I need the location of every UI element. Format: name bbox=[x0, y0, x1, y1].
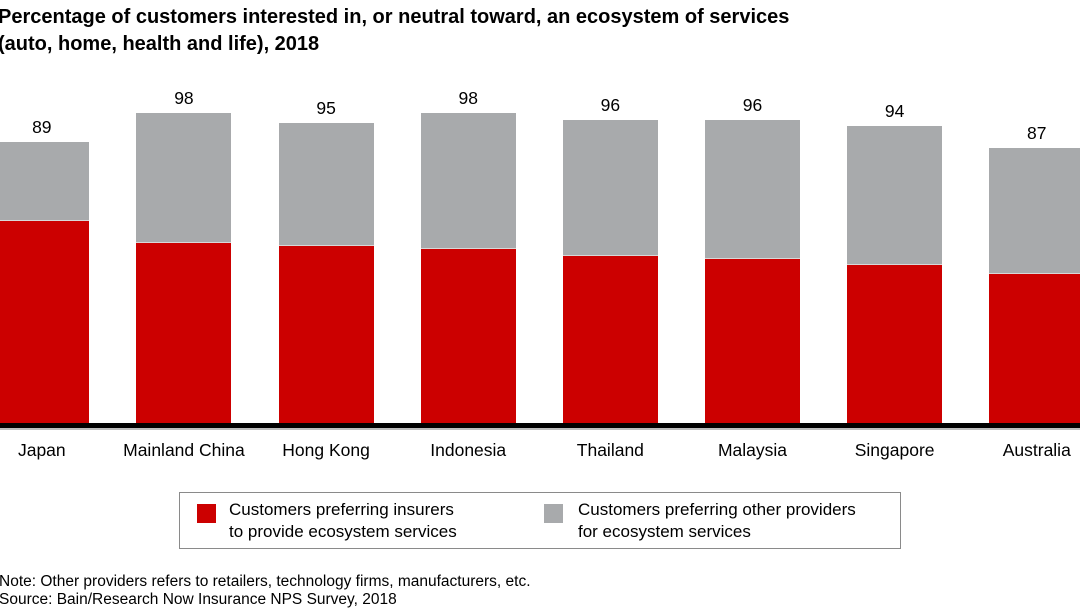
bar-indonesia-other-providers-segment bbox=[420, 113, 516, 250]
value-label-australia: 87 bbox=[1027, 123, 1047, 144]
axis-label-indonesia: Indonesia bbox=[430, 440, 507, 460]
chart-title: Percentage of customers interested in, o… bbox=[0, 4, 1018, 58]
bar-mainland-china-other-providers-segment bbox=[136, 113, 232, 243]
value-label-thailand: 96 bbox=[600, 94, 621, 115]
bar-singapore-insurers-segment bbox=[847, 265, 943, 423]
bar-thailand-insurers-segment bbox=[562, 255, 658, 423]
value-label-singapore: 94 bbox=[884, 100, 905, 121]
bar-thailand-other-providers-segment bbox=[562, 119, 658, 256]
bar-australia-insurers-segment bbox=[989, 274, 1080, 423]
bar-japan-insurers-segment bbox=[0, 220, 90, 423]
legend-swatch-other-providers bbox=[544, 504, 563, 523]
value-label-mainland-china: 98 bbox=[174, 88, 194, 109]
axis-label-thailand: Thailand bbox=[576, 440, 644, 460]
bar-hong-kong-other-providers-segment bbox=[278, 122, 374, 247]
axis-label-australia: Australia bbox=[1002, 440, 1071, 460]
source-text: Source: Bain/Research Now Insurance NPS … bbox=[0, 590, 397, 608]
bar-japan-other-providers-segment bbox=[0, 141, 90, 221]
x-axis-shadow-line bbox=[0, 428, 1080, 430]
axis-label-japan: Japan bbox=[17, 440, 66, 460]
footnotes: Note: Other providers refers to retailer… bbox=[0, 573, 531, 608]
bar-malaysia-insurers-segment bbox=[705, 258, 800, 423]
bar-malaysia-other-providers-segment bbox=[705, 119, 800, 259]
value-label-japan: 89 bbox=[32, 116, 52, 137]
axis-label-hong-kong: Hong Kong bbox=[282, 440, 370, 460]
chart-title-line2: (auto, home, health and life), 2018 bbox=[0, 33, 320, 55]
legend-swatch-insurers bbox=[197, 504, 216, 523]
x-axis-line bbox=[0, 423, 1080, 428]
chart-title-line1: Percentage of customers interested in, o… bbox=[0, 6, 790, 28]
axis-label-singapore: Singapore bbox=[854, 440, 935, 460]
note-text: Note: Other providers refers to retailer… bbox=[0, 573, 531, 590]
legend-label-insurers-line1: Customers preferring insurers bbox=[229, 500, 454, 519]
legend-label-other-providers-line1: Customers preferring other providers bbox=[578, 500, 856, 519]
legend-box: Customers preferring insurers to provide… bbox=[179, 492, 901, 549]
bar-hong-kong-insurers-segment bbox=[278, 246, 374, 423]
bar-mainland-china-insurers-segment bbox=[136, 242, 232, 423]
legend-label-other-providers: Customers preferring other providers for… bbox=[578, 499, 856, 543]
legend-label-insurers: Customers preferring insurers to provide… bbox=[229, 499, 457, 543]
bar-australia-other-providers-segment bbox=[989, 148, 1080, 275]
axis-label-malaysia: Malaysia bbox=[717, 440, 788, 460]
axis-label-mainland-china: Mainland China bbox=[123, 440, 245, 460]
bar-singapore-other-providers-segment bbox=[847, 125, 943, 265]
legend-label-insurers-line2: to provide ecosystem services bbox=[229, 522, 457, 541]
value-label-hong-kong: 95 bbox=[316, 97, 336, 118]
value-label-indonesia: 98 bbox=[458, 88, 478, 109]
value-label-malaysia: 96 bbox=[742, 94, 763, 115]
legend-label-other-providers-line2: for ecosystem services bbox=[578, 522, 751, 541]
bar-indonesia-insurers-segment bbox=[420, 249, 516, 423]
